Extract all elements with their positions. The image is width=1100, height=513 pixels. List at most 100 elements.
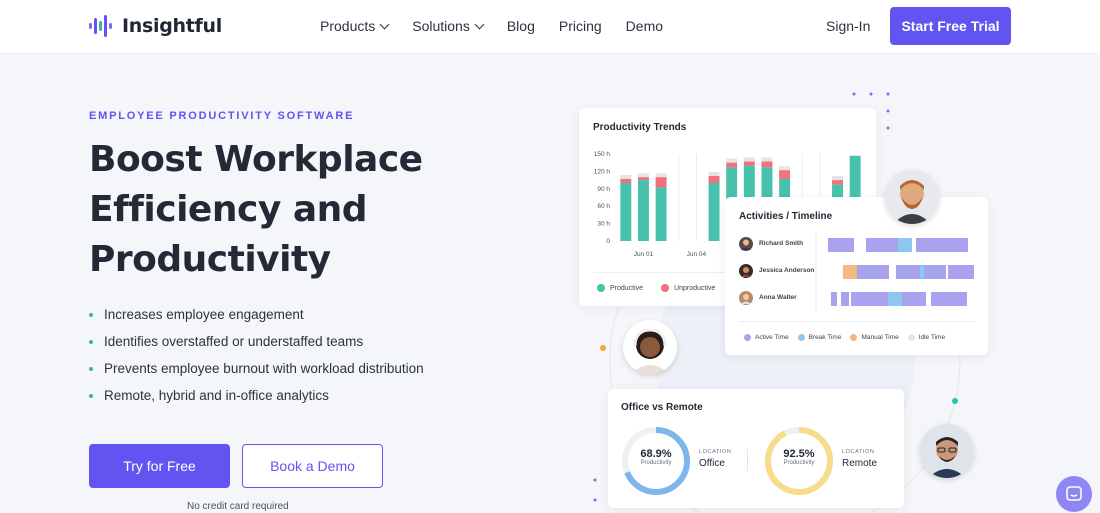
activities-timeline-card: Activities / Timeline Richard Smith Jess…	[725, 197, 988, 355]
person-name: Richard Smith	[759, 240, 804, 247]
location-remote: LOCATION Remote	[842, 449, 877, 469]
card-title: Activities / Timeline	[739, 211, 833, 222]
logo-text: Insightful	[122, 15, 222, 37]
bar-idle	[655, 173, 667, 178]
legend-dot-icon	[661, 284, 670, 292]
percent-sub: Productivity	[640, 460, 672, 466]
legend-item: Idle Time	[907, 334, 946, 341]
hero-headline: Boost Workplace Efficiency and Productiv…	[89, 135, 509, 285]
menu-products-label: Products	[320, 18, 376, 34]
signin-link[interactable]: Sign-In	[826, 18, 871, 34]
legend-label: Manual Time	[861, 334, 899, 341]
percent-value: 68.9%	[640, 448, 672, 460]
bar-idle	[637, 173, 649, 178]
menu-products[interactable]: Products	[320, 18, 390, 34]
menu-solutions-label: Solutions	[412, 18, 470, 34]
feature-text: Prevents employee burnout with workload …	[104, 361, 424, 376]
feature-text: Identifies overstaffed or understaffed t…	[104, 334, 364, 349]
bar-idle	[708, 171, 720, 177]
main-menu: Products Solutions Blog Pricing Demo	[320, 18, 687, 34]
bar-unproductive	[743, 161, 755, 166]
x-tick-label: Jun 04	[687, 251, 707, 258]
activity-legend: Active Time Break Time Manual Time Idle …	[744, 334, 945, 341]
bar-unproductive	[637, 177, 649, 181]
feature-item: Prevents employee burnout with workload …	[89, 355, 424, 382]
logo[interactable]: Insightful	[88, 13, 222, 39]
top-navbar: Insightful Products Solutions Blog Prici…	[0, 0, 1100, 54]
try-for-free-button[interactable]: Try for Free	[89, 444, 230, 488]
location-value: Office	[699, 458, 725, 469]
headline-line: Boost Workplace	[89, 139, 423, 180]
bar-idle	[832, 176, 844, 181]
menu-pricing[interactable]: Pricing	[559, 18, 602, 34]
chat-widget-button[interactable]	[1056, 476, 1092, 512]
legend-dot-icon	[797, 334, 805, 341]
menu-pricing-label: Pricing	[558, 18, 602, 34]
location-label: LOCATION	[699, 449, 732, 455]
legend-dot-icon	[597, 284, 605, 292]
bullet-dot-icon	[89, 393, 93, 398]
legend-item: Unproductive	[661, 284, 715, 292]
bar-unproductive	[708, 176, 720, 183]
feature-item: Remote, hybrid and in-office analytics	[89, 382, 424, 409]
avatar	[739, 237, 753, 251]
legend-label: Idle Time	[918, 334, 946, 341]
y-tick-label: 120 h	[594, 168, 611, 175]
bar-unproductive	[832, 180, 844, 185]
avatar	[739, 291, 753, 305]
menu-blog-label: Blog	[506, 18, 535, 34]
y-tick-label: 90 h	[597, 186, 610, 193]
feature-text: Increases employee engagement	[104, 307, 304, 322]
office-donut	[622, 427, 690, 495]
timeline-bars	[815, 233, 974, 311]
bullet-dot-icon	[89, 339, 93, 344]
remote-donut-label: 92.5% Productivity	[763, 448, 835, 466]
menu-solutions[interactable]: Solutions	[412, 18, 485, 34]
bar-productive	[655, 187, 667, 241]
chevron-down-icon	[379, 19, 390, 29]
menu-blog[interactable]: Blog	[507, 18, 535, 34]
bar-productive	[637, 180, 649, 241]
legend-item: Active Time	[744, 334, 789, 341]
percent-value: 92.5%	[783, 448, 815, 460]
bar-unproductive	[655, 177, 667, 188]
start-free-trial-button[interactable]: Start Free Trial	[890, 7, 1011, 45]
headline-line: Efficiency and	[89, 189, 368, 230]
person-name: Jessica Anderson	[759, 267, 815, 274]
menu-demo[interactable]: Demo	[626, 18, 663, 34]
bullet-dot-icon	[89, 366, 93, 371]
bar-unproductive	[761, 161, 773, 168]
hero-eyebrow: EMPLOYEE PRODUCTIVITY SOFTWARE	[89, 110, 355, 122]
bar-productive	[620, 183, 632, 241]
bar-unproductive	[620, 178, 632, 183]
x-tick-label: Jun 01	[634, 251, 654, 258]
bar-idle	[743, 157, 755, 162]
chevron-down-icon	[474, 19, 485, 29]
person-name: Anna Walter	[759, 294, 797, 301]
legend-label: Productive	[610, 284, 644, 292]
card-title: Productivity Trends	[593, 122, 687, 133]
legend-dot-icon	[850, 334, 858, 341]
legend-label: Active Time	[755, 334, 789, 341]
chat-icon	[1066, 486, 1082, 501]
bar-unproductive	[779, 170, 791, 179]
menu-demo-label: Demo	[625, 18, 664, 34]
no-credit-card-note: No credit card required	[187, 501, 289, 512]
headline-line: Productivity	[89, 239, 331, 280]
legend-label: Unproductive	[674, 284, 716, 292]
legend-item: Productive	[597, 284, 643, 292]
feature-item: Identifies overstaffed or understaffed t…	[89, 328, 424, 355]
legend-dot-icon	[744, 334, 751, 341]
book-demo-button[interactable]: Book a Demo	[242, 444, 383, 488]
percent-sub: Productivity	[783, 460, 815, 466]
avatar	[920, 424, 974, 478]
location-value: Remote	[842, 458, 878, 469]
feature-text: Remote, hybrid and in-office analytics	[104, 388, 329, 403]
bullet-dot-icon	[89, 312, 93, 317]
y-tick-label: 0	[606, 238, 610, 245]
legend-item: Break Time	[797, 334, 842, 341]
feature-item: Increases employee engagement	[89, 301, 424, 328]
avatar	[623, 320, 677, 374]
legend-label: Break Time	[808, 334, 842, 341]
legend-dot-icon	[907, 334, 915, 341]
